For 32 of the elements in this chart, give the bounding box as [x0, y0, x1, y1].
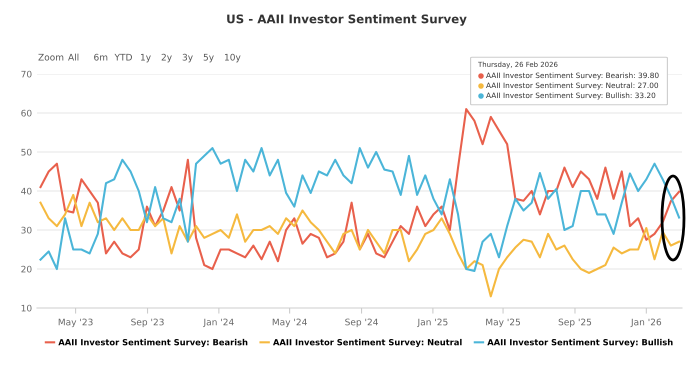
x-tick-label: Jan '25 — [417, 318, 448, 328]
text: 5y — [204, 54, 214, 62]
chart-title: US - AAII Investor Sentiment Survey — [227, 14, 467, 26]
y-tick-label: 40 — [21, 188, 32, 195]
y-tick-label: 10 — [22, 304, 32, 312]
text: 3y — [182, 54, 193, 62]
x-tick-label: Jan '24 — [203, 318, 234, 328]
x-tick-label: Sep '23 — [131, 318, 164, 328]
y-tick-label: 70 — [21, 70, 32, 78]
text: Zoom — [38, 54, 64, 61]
y-tick-label: 50 — [21, 148, 32, 156]
legend-label: AAII Investor Sentiment Survey: Neutral — [273, 338, 462, 348]
y-tick-label: 60 — [21, 110, 32, 117]
line-series — [39, 147, 680, 272]
text: YTD — [114, 54, 132, 60]
text: 6m — [94, 54, 108, 61]
text: 2y — [162, 54, 172, 62]
text: All — [68, 54, 78, 60]
legend-label: AAII Investor Sentiment Survey: Bearish — [58, 338, 248, 348]
text: 1y — [140, 54, 151, 62]
x-tick-label: May '24 — [272, 318, 307, 328]
x-tick-label: Jan '26 — [630, 318, 662, 328]
legend-label: AAII Investor Sentiment Survey: Bullish — [487, 338, 673, 348]
x-tick-label: May '23 — [58, 318, 93, 328]
x-tick-label: May '25 — [486, 318, 520, 328]
line-series — [39, 194, 680, 298]
x-tick-label: Sep '25 — [558, 318, 592, 328]
line-series — [39, 108, 680, 270]
x-tick-label: Sep '24 — [345, 318, 378, 328]
text: 10y — [224, 54, 241, 62]
y-tick-label: 30 — [21, 226, 32, 234]
y-tick-label: 20 — [21, 266, 32, 273]
